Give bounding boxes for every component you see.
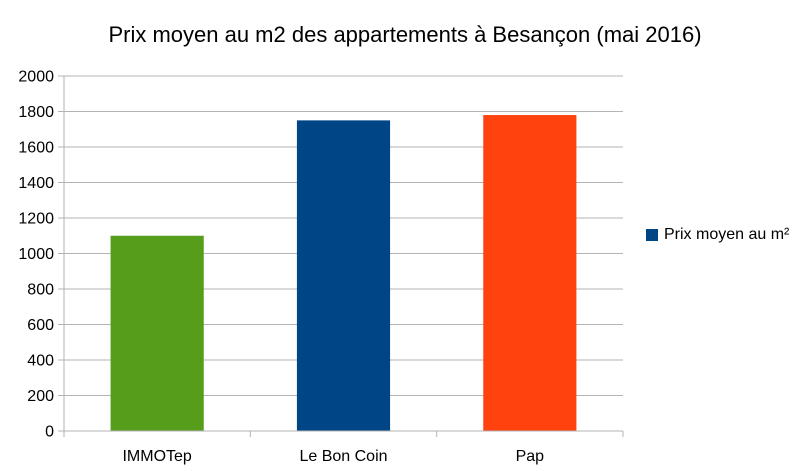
y-tick-label: 1000 — [18, 246, 54, 263]
y-tick-label: 800 — [27, 282, 54, 299]
bars — [110, 115, 577, 432]
legend-label: Prix moyen au m² — [664, 226, 790, 243]
y-tick-labels: 0 200 400 600 800 1000 1200 1400 1600 1800 2000 — [18, 69, 54, 441]
y-tick-label: 1600 — [18, 140, 54, 157]
bar-immotep — [110, 235, 204, 431]
legend: Prix moyen au m² — [646, 226, 789, 244]
chart-title: Prix moyen au m2 des appartements à Besa… — [108, 22, 702, 47]
y-tick-label: 600 — [27, 317, 54, 334]
x-tick-label: Le Bon Coin — [299, 448, 387, 465]
y-tick-label: 1800 — [18, 104, 54, 121]
x-tick-labels: IMMOTep Le Bon Coin Pap — [122, 448, 544, 465]
x-tick-label: IMMOTep — [122, 448, 191, 465]
y-tick-label: 200 — [27, 388, 54, 405]
axes — [63, 76, 624, 437]
bar-pap — [483, 115, 577, 432]
y-tick-label: 400 — [27, 353, 54, 370]
legend-swatch — [646, 229, 658, 241]
y-tick-label: 1200 — [18, 211, 54, 228]
x-tick-label: Pap — [516, 448, 545, 465]
y-tick-label: 0 — [45, 424, 54, 441]
bar-le-bon-coin — [296, 120, 391, 431]
y-tick-label: 1400 — [18, 175, 54, 192]
y-tick-label: 2000 — [18, 69, 54, 86]
